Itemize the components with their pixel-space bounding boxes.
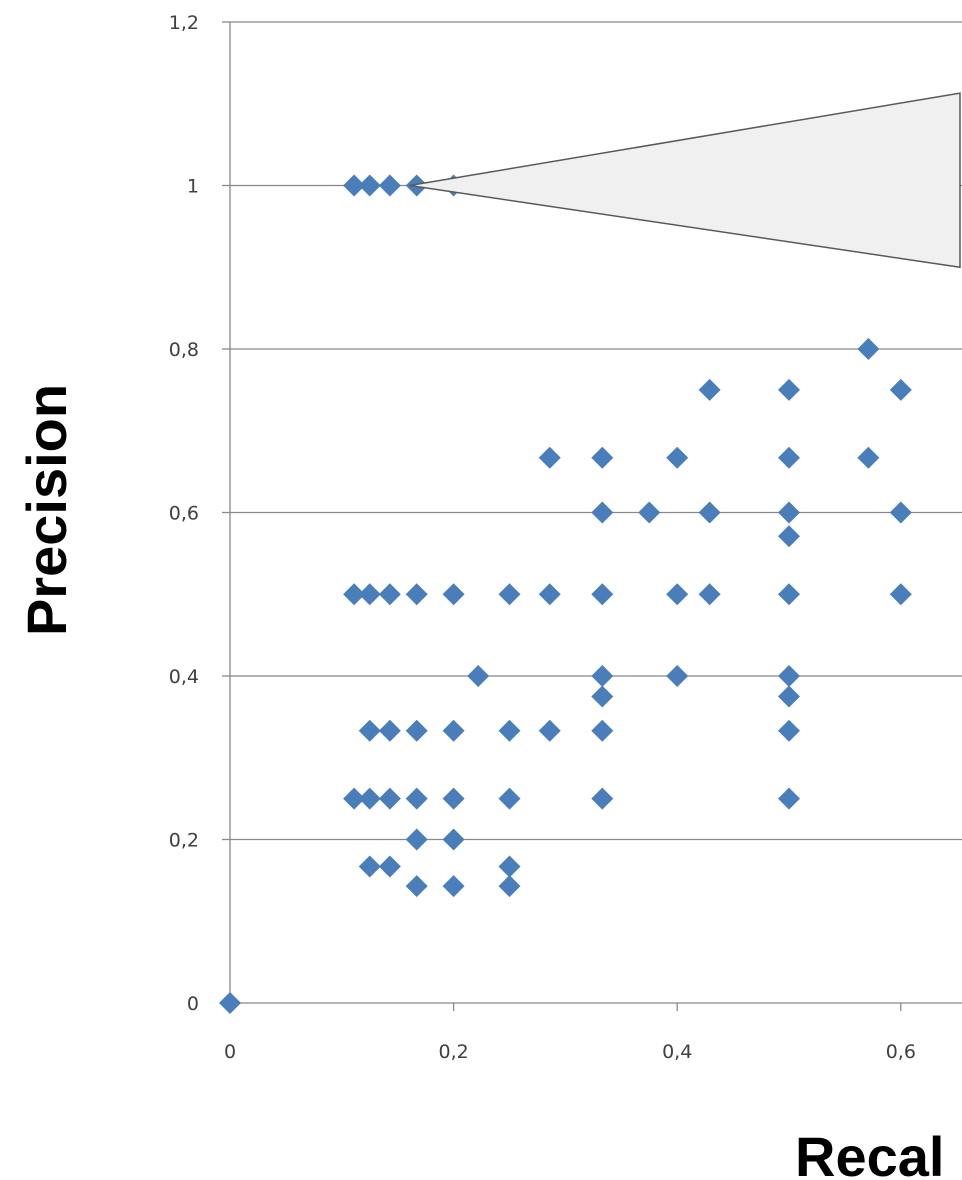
data-point bbox=[778, 446, 800, 469]
data-point bbox=[378, 719, 401, 742]
data-point bbox=[405, 875, 428, 898]
data-point bbox=[638, 501, 661, 524]
data-point bbox=[358, 174, 381, 197]
data-point bbox=[498, 583, 521, 606]
data-point bbox=[778, 665, 800, 687]
data-point bbox=[358, 855, 381, 878]
data-point bbox=[666, 446, 689, 469]
data-point bbox=[889, 501, 912, 524]
data-point bbox=[498, 855, 521, 878]
y-tick-label: 0,4 bbox=[169, 666, 199, 688]
y-tick-label: 1 bbox=[187, 176, 199, 198]
data-point bbox=[498, 787, 521, 810]
data-point bbox=[591, 583, 614, 606]
x-tick-label: 0 bbox=[224, 1041, 236, 1063]
data-point bbox=[378, 855, 401, 878]
data-point bbox=[889, 583, 912, 606]
data-point bbox=[405, 787, 428, 810]
y-tick-label: 0,8 bbox=[169, 339, 199, 361]
data-point bbox=[778, 525, 800, 548]
data-point bbox=[698, 501, 721, 524]
data-point bbox=[378, 787, 401, 810]
data-point bbox=[378, 174, 401, 197]
data-point bbox=[442, 719, 465, 742]
data-point bbox=[591, 446, 614, 469]
data-point bbox=[778, 719, 800, 742]
data-point bbox=[666, 583, 689, 606]
y-tick-labels: 0 0,2 0,4 0,6 0,8 1 1,2 bbox=[169, 12, 199, 1015]
axes bbox=[222, 21, 962, 1011]
data-point bbox=[538, 719, 561, 742]
x-tick-label: 0,6 bbox=[886, 1041, 916, 1063]
data-point bbox=[219, 992, 241, 1014]
y-axis-title: Precision bbox=[15, 384, 78, 636]
data-point bbox=[889, 378, 912, 401]
data-point bbox=[442, 787, 465, 810]
data-point bbox=[778, 787, 800, 810]
data-point bbox=[442, 828, 465, 851]
zoom-callout-wedge bbox=[409, 92, 961, 269]
data-point bbox=[778, 378, 800, 401]
y-tick-label: 1,2 bbox=[169, 12, 199, 34]
data-point bbox=[467, 665, 490, 687]
data-point bbox=[343, 174, 366, 197]
data-point bbox=[343, 583, 366, 606]
data-point bbox=[405, 719, 428, 742]
data-point bbox=[591, 787, 614, 810]
data-point bbox=[405, 583, 428, 606]
data-point bbox=[538, 583, 561, 606]
data-point bbox=[857, 446, 880, 469]
data-point bbox=[778, 501, 800, 524]
data-point bbox=[442, 875, 465, 898]
x-tick-label: 0,2 bbox=[438, 1041, 468, 1063]
data-point bbox=[857, 338, 880, 360]
data-point bbox=[405, 828, 428, 851]
data-point bbox=[358, 719, 381, 742]
data-point bbox=[442, 583, 465, 606]
data-point bbox=[666, 665, 689, 687]
y-tick-label: 0,2 bbox=[169, 830, 199, 852]
x-tick-labels: 0 0,2 0,4 0,6 bbox=[224, 1041, 916, 1063]
data-point bbox=[343, 787, 366, 810]
data-point bbox=[778, 685, 800, 708]
data-point bbox=[498, 719, 521, 742]
data-point bbox=[591, 685, 614, 708]
x-axis-title: Recal bbox=[795, 1125, 944, 1180]
data-point bbox=[778, 583, 800, 606]
data-point bbox=[591, 719, 614, 742]
data-point bbox=[358, 787, 381, 810]
data-points bbox=[219, 174, 912, 1014]
y-tick-label: 0 bbox=[187, 993, 199, 1015]
x-tick-label: 0,4 bbox=[662, 1041, 692, 1063]
data-point bbox=[358, 583, 381, 606]
data-point bbox=[498, 875, 521, 898]
data-point bbox=[378, 583, 401, 606]
data-point bbox=[698, 583, 721, 606]
data-point bbox=[591, 501, 614, 524]
y-tick-label: 0,6 bbox=[169, 503, 199, 525]
data-point bbox=[591, 665, 614, 687]
data-point bbox=[698, 378, 721, 401]
data-point bbox=[538, 446, 561, 469]
